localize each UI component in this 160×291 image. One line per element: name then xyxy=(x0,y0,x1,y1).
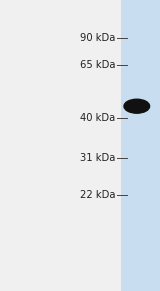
Text: 90 kDa: 90 kDa xyxy=(80,33,115,43)
Text: 31 kDa: 31 kDa xyxy=(80,153,115,163)
Text: 22 kDa: 22 kDa xyxy=(80,190,115,200)
Text: 65 kDa: 65 kDa xyxy=(80,60,115,70)
Text: 40 kDa: 40 kDa xyxy=(80,113,115,123)
Ellipse shape xyxy=(124,99,150,113)
Bar xyxy=(121,0,160,291)
